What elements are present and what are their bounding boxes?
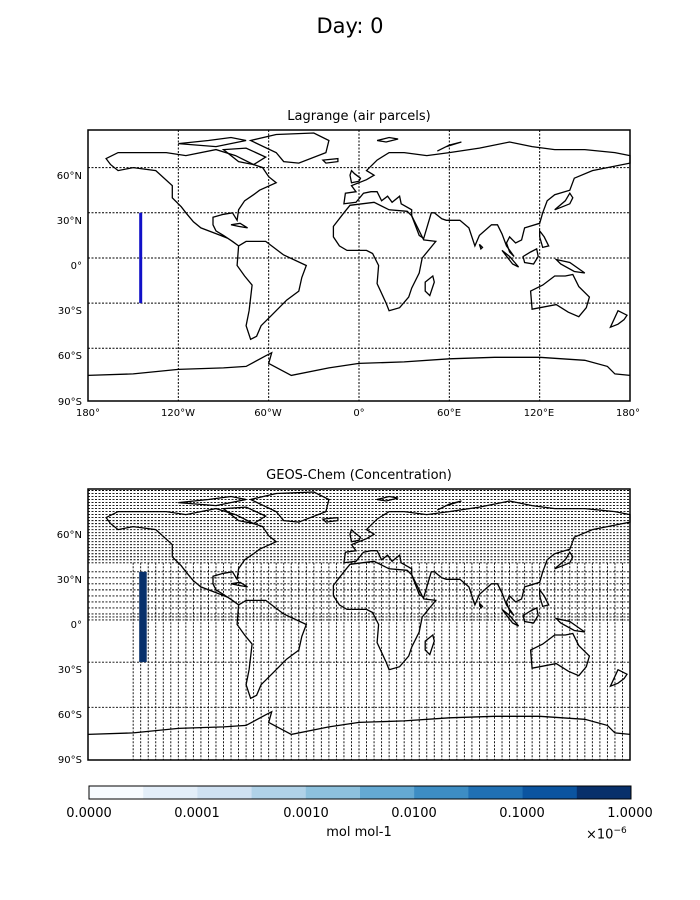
coastline <box>376 495 399 502</box>
colorbar-tick: 0.0010 <box>283 806 329 821</box>
coastline <box>105 148 278 247</box>
colorbar-cell <box>89 786 144 799</box>
antarctica-coastline <box>87 710 631 736</box>
coastline <box>554 258 586 274</box>
coastline <box>230 222 248 229</box>
coastline <box>529 273 591 318</box>
bottom-map: 60°N 30°N 0° 30°S 60°S 90°S <box>57 488 631 766</box>
top-lat-tick: 60°S <box>58 351 82 362</box>
colorbar-cell <box>360 786 415 799</box>
top-map-title: Lagrange (air parcels) <box>287 109 431 124</box>
top-lon-tick: 0° <box>353 408 364 419</box>
coastline <box>437 500 462 511</box>
coastline <box>343 141 631 257</box>
concentration-column <box>139 571 147 663</box>
coastline <box>321 516 339 523</box>
top-graticule <box>88 130 630 401</box>
coastline <box>105 507 278 606</box>
bottom-lat-tick: 60°N <box>57 530 82 541</box>
colorbar-cell <box>522 786 578 799</box>
colorbar-tick: 0.0001 <box>174 806 220 821</box>
top-lat-tick: 30°N <box>57 216 82 227</box>
figure-title: Day: 0 <box>316 14 384 38</box>
colorbar-cell <box>414 786 469 799</box>
coastline <box>609 668 628 688</box>
coastline <box>501 608 520 627</box>
bottom-lat-tick: 60°S <box>58 710 82 721</box>
colorbar-cell <box>468 786 524 799</box>
colorbar-frame <box>88 785 632 800</box>
bottom-lat-tick: 0° <box>71 620 82 631</box>
coastline <box>221 506 268 525</box>
top-lon-tick: 180° <box>616 408 640 419</box>
coastline <box>522 247 539 265</box>
top-lon-tick: 120°W <box>161 408 195 419</box>
coastline <box>609 309 628 329</box>
colorbar-cell <box>576 786 632 799</box>
top-lon-tick: 180° <box>76 408 100 419</box>
antarctica-coastline <box>87 351 631 377</box>
top-lat-tick: 0° <box>71 261 82 272</box>
colorbar-tick: 0.1000 <box>499 806 545 821</box>
coastline <box>332 560 438 671</box>
coastline <box>478 243 484 251</box>
top-lon-tick: 120°E <box>524 408 554 419</box>
coastline <box>376 136 399 143</box>
coastline <box>501 249 520 268</box>
coastline <box>349 528 362 543</box>
coastline <box>236 599 308 700</box>
coastline <box>437 141 462 152</box>
colorbar-tick: 0.0000 <box>66 806 112 821</box>
top-lat-tick: 90°S <box>58 397 82 408</box>
top-coastlines <box>87 132 631 377</box>
coastline <box>554 617 586 633</box>
colorbar-cell <box>197 786 253 799</box>
bottom-lat-tick: 90°S <box>58 755 82 766</box>
coastline <box>332 201 438 312</box>
coastline <box>424 274 435 297</box>
coastline <box>424 633 435 656</box>
coastline <box>178 495 247 507</box>
colorbar-cells <box>89 786 632 799</box>
bottom-lat-tick: 30°S <box>58 665 82 676</box>
coastline <box>539 228 550 249</box>
bottom-map-frame <box>87 488 631 761</box>
top-map-frame <box>87 129 631 402</box>
colorbar-tick: 0.0100 <box>391 806 437 821</box>
top-map: 60°N 30°N 0° 30°S 60°S 90°S 180° 120°W 6… <box>57 129 640 419</box>
colorbar-multiplier-base: ×10 <box>586 827 614 843</box>
coastline <box>248 132 330 164</box>
colorbar-cell <box>251 786 307 799</box>
coastline <box>554 191 574 211</box>
bottom-map-title: GEOS-Chem (Concentration) <box>266 468 452 483</box>
colorbar <box>88 785 632 800</box>
coastline <box>221 147 268 166</box>
colorbar-label: mol mol-1 <box>326 825 392 840</box>
coastline <box>529 632 591 677</box>
top-lat-tick: 30°S <box>58 306 82 317</box>
bottom-lat-tick: 30°N <box>57 575 82 586</box>
coastline <box>478 602 484 610</box>
colorbar-cell <box>143 786 198 799</box>
coastline <box>178 136 247 148</box>
coastline <box>230 581 248 588</box>
colorbar-multiplier-exponent: −6 <box>613 826 627 836</box>
coastline <box>248 491 330 523</box>
bottom-model-grid <box>88 490 631 760</box>
top-lat-tick: 60°N <box>57 171 82 182</box>
colorbar-multiplier: ×10−6 <box>586 826 627 842</box>
bottom-coastlines <box>87 491 631 736</box>
colorbar-cell <box>305 786 361 799</box>
colorbar-tick: 1.0000 <box>607 806 653 821</box>
coastline <box>321 157 339 164</box>
coastline <box>539 587 550 608</box>
top-lon-tick: 60°E <box>437 408 461 419</box>
top-lon-tick: 60°W <box>254 408 282 419</box>
coastline <box>349 169 362 184</box>
coastline <box>522 606 539 624</box>
coastline <box>554 550 574 570</box>
coastline <box>236 240 308 341</box>
coastline <box>343 500 631 616</box>
